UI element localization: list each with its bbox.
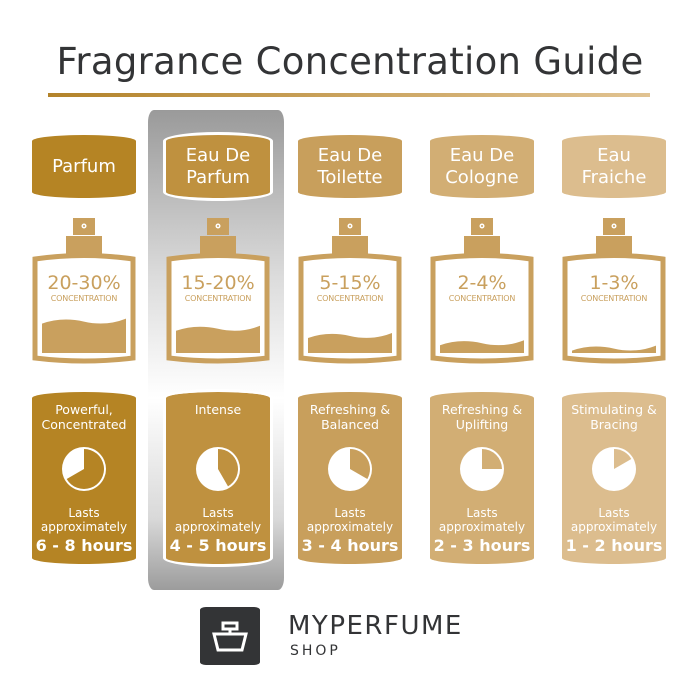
page-title: Fragrance Concentration Guide (56, 40, 644, 83)
concentration-percent: 20-30% (47, 272, 121, 294)
duration-hours: 4 - 5 hours (169, 536, 267, 555)
character-description: Refreshing & Balanced (309, 402, 391, 432)
fragrance-column: Parfum 20-30% CONCENTRATION Powerful, Co… (32, 0, 136, 700)
concentration-percent: 2-4% (457, 272, 507, 294)
lasts-label: Lasts approximately (174, 506, 262, 534)
duration-hours: 2 - 3 hours (433, 536, 531, 555)
perfume-bottle-icon (562, 218, 666, 364)
fragrance-type-label: Eau Fraiche (562, 135, 666, 198)
fragrance-column: Eau De Cologne 2-4% CONCENTRATION Refres… (430, 0, 534, 700)
liquid-level (176, 325, 260, 353)
duration-hours: 3 - 4 hours (301, 536, 399, 555)
longevity-card: Refreshing & Uplifting Lasts approximate… (430, 392, 534, 564)
duration-wedge (350, 449, 370, 479)
clock-pie-icon (460, 447, 504, 491)
perfume-bottle-icon (32, 218, 136, 364)
fragrance-type-label: Eau De Parfum (163, 132, 273, 201)
concentration-percent: 1-3% (589, 272, 639, 294)
character-description: Stimulating & Bracing (571, 402, 657, 432)
lasts-label: Lasts approximately (40, 506, 128, 534)
lasts-label: Lasts approximately (438, 506, 526, 534)
duration-wedge (66, 449, 105, 489)
longevity-card: Stimulating & Bracing Lasts approximatel… (562, 392, 666, 564)
fragrance-type-label: Eau De Toilette (298, 135, 402, 198)
clock-pie-icon (592, 447, 636, 491)
longevity-card: Intense Lasts approximately 4 - 5 hours (163, 389, 273, 567)
character-description: Powerful, Concentrated (41, 402, 127, 432)
lasts-label: Lasts approximately (570, 506, 658, 534)
logo-basket-icon (200, 607, 260, 665)
fragrance-column: Eau De Parfum 15-20% CONCENTRATION Inten… (163, 0, 273, 700)
perfume-bottle-icon (298, 218, 402, 364)
brand-subtitle: SHOP (290, 643, 341, 659)
title-underline (48, 93, 650, 97)
duration-wedge (482, 449, 502, 469)
perfume-bottle-icon (430, 218, 534, 364)
brand-name: MYPERFUME (288, 611, 463, 641)
perfume-bottle-icon (166, 218, 270, 364)
fragrance-column: Eau Fraiche 1-3% CONCENTRATION Stimulati… (562, 0, 666, 700)
lasts-label: Lasts approximately (306, 506, 394, 534)
concentration-percent: 15-20% (181, 272, 255, 294)
liquid-level (42, 318, 126, 353)
duration-hours: 1 - 2 hours (565, 536, 663, 555)
duration-wedge (218, 449, 238, 487)
clock-pie-icon (62, 447, 106, 491)
fragrance-type-label: Eau De Cologne (430, 135, 534, 198)
clock-pie-icon (196, 447, 240, 491)
fragrance-type-label: Parfum (32, 135, 136, 198)
fragrance-column: Eau De Toilette 5-15% CONCENTRATION Refr… (298, 0, 402, 700)
concentration-label: CONCENTRATION (580, 294, 648, 303)
concentration-label: CONCENTRATION (50, 294, 118, 303)
duration-hours: 6 - 8 hours (35, 536, 133, 555)
liquid-level (308, 333, 392, 353)
longevity-card: Powerful, Concentrated Lasts approximate… (32, 392, 136, 564)
concentration-label: CONCENTRATION (316, 294, 384, 303)
character-description: Refreshing & Uplifting (441, 402, 523, 432)
character-description: Intense (194, 402, 242, 417)
liquid-level (572, 345, 656, 353)
liquid-level (440, 340, 524, 353)
concentration-percent: 5-15% (319, 272, 381, 294)
duration-wedge (614, 449, 632, 469)
clock-pie-icon (328, 447, 372, 491)
concentration-label: CONCENTRATION (448, 294, 516, 303)
concentration-label: CONCENTRATION (184, 294, 252, 303)
longevity-card: Refreshing & Balanced Lasts approximatel… (298, 392, 402, 564)
